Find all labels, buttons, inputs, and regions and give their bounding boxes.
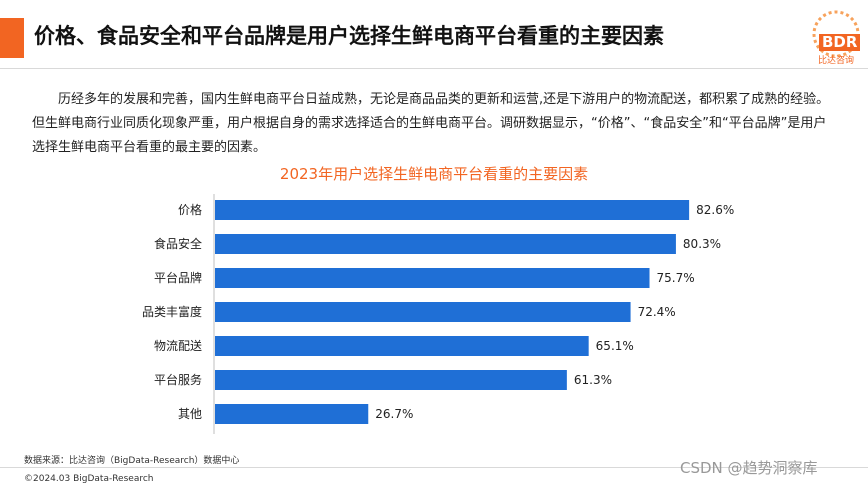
value-label: 65.1% — [596, 339, 634, 353]
category-label: 平台品牌 — [154, 270, 202, 285]
chart-title: 2023年用户选择生鲜电商平台看重的主要因素 — [279, 165, 589, 183]
value-label: 26.7% — [375, 407, 413, 421]
title-divider — [0, 68, 868, 69]
category-label: 价格 — [178, 202, 202, 217]
logo-subtitle: 比达咨询 — [818, 56, 855, 66]
bar — [215, 268, 650, 288]
category-label: 其他 — [178, 407, 202, 421]
copyright: ©2024.03 BigData-Research — [24, 474, 154, 484]
bar — [215, 234, 676, 254]
bar-chart: 价格 82.6% 食品安全 80.3% 平台品牌 75.7% 品类丰富度 72.4% 物流配送 6… — [142, 194, 734, 434]
value-label: 61.3% — [574, 373, 612, 387]
category-label: 平台服务 — [154, 372, 202, 387]
bar — [215, 302, 631, 322]
bar — [215, 370, 567, 390]
data-source: 数据来源：比达咨询（BigData-Research）数据中心 — [24, 456, 240, 466]
watermark: CSDN @趋势洞察库 — [680, 459, 818, 477]
category-label: 物流配送 — [154, 338, 202, 353]
value-label: 82.6% — [696, 203, 734, 217]
title-accent-bar — [0, 18, 24, 58]
value-label: 75.7% — [657, 271, 695, 285]
bar — [215, 336, 589, 356]
page-title: 价格、食品安全和平台品牌是用户选择生鲜电商平台看重的主要因素 — [34, 24, 664, 48]
intro-paragraph: 历经多年的发展和完善，国内生鲜电商平台日益成熟，无论是商品品类的更新和运营,还是… — [32, 92, 830, 155]
bar — [215, 200, 690, 220]
value-label: 80.3% — [683, 237, 721, 251]
logo-text: BDR — [819, 34, 861, 51]
footer-divider — [0, 467, 868, 468]
bar — [215, 404, 369, 424]
value-label: 72.4% — [638, 305, 676, 319]
category-label: 品类丰富度 — [142, 304, 202, 319]
category-label: 食品安全 — [154, 236, 202, 251]
